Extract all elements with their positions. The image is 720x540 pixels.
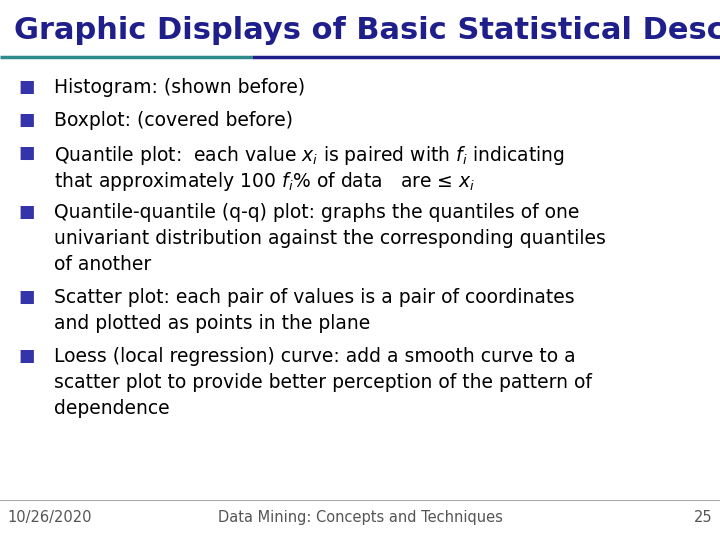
Text: ■: ■ (18, 203, 35, 221)
Text: dependence: dependence (54, 399, 170, 417)
Text: Data Mining: Concepts and Techniques: Data Mining: Concepts and Techniques (217, 510, 503, 525)
Text: of another: of another (54, 255, 151, 274)
Text: Histogram: (shown before): Histogram: (shown before) (54, 78, 305, 97)
Text: 10/26/2020: 10/26/2020 (7, 510, 91, 525)
Text: ■: ■ (18, 144, 35, 162)
Text: univariant distribution against the corresponding quantiles: univariant distribution against the corr… (54, 229, 606, 248)
Text: Graphic Displays of Basic Statistical Descriptions: Graphic Displays of Basic Statistical De… (14, 16, 720, 45)
Text: ■: ■ (18, 347, 35, 364)
Text: ■: ■ (18, 111, 35, 129)
Text: 25: 25 (694, 510, 713, 525)
Text: that approximately 100 $f_i$% of data   are ≤ $x_i$: that approximately 100 $f_i$% of data ar… (54, 170, 475, 193)
Text: Quantile plot:  each value $x_i$ is paired with $f_i$ indicating: Quantile plot: each value $x_i$ is paire… (54, 144, 564, 167)
Text: Loess (local regression) curve: add a smooth curve to a: Loess (local regression) curve: add a sm… (54, 347, 575, 366)
Text: and plotted as points in the plane: and plotted as points in the plane (54, 314, 370, 333)
Text: scatter plot to provide better perception of the pattern of: scatter plot to provide better perceptio… (54, 373, 592, 392)
Text: ■: ■ (18, 78, 35, 96)
Text: Quantile-quantile (q-q) plot: graphs the quantiles of one: Quantile-quantile (q-q) plot: graphs the… (54, 203, 580, 222)
Text: Boxplot: (covered before): Boxplot: (covered before) (54, 111, 293, 130)
Text: ■: ■ (18, 288, 35, 306)
Text: Scatter plot: each pair of values is a pair of coordinates: Scatter plot: each pair of values is a p… (54, 288, 575, 307)
